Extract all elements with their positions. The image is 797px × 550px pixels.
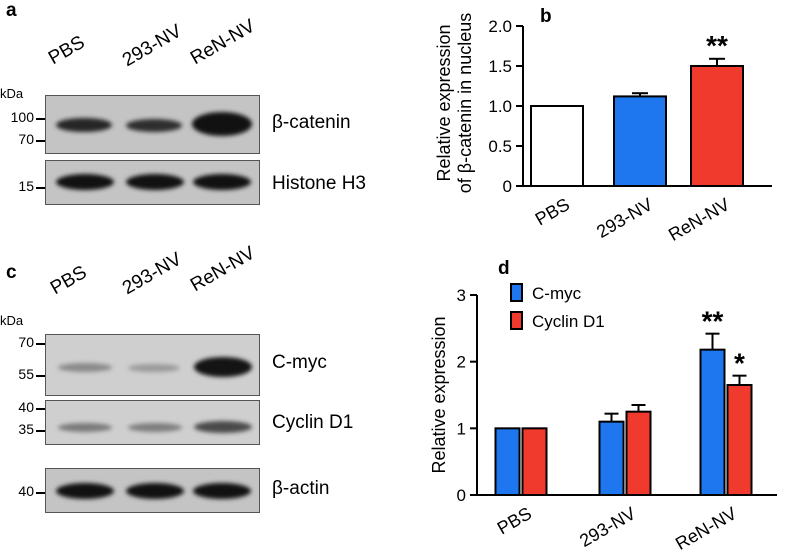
chart-d-bar bbox=[598, 420, 625, 497]
lane-label-rennv-c: ReN-NV bbox=[187, 242, 259, 297]
chart-b-ylabel-line: of β-catenin in nucleus bbox=[455, 13, 475, 193]
mw-tick bbox=[36, 187, 45, 189]
chart-d-legend-swatch bbox=[510, 311, 523, 330]
band bbox=[192, 112, 252, 136]
chart-d-legend-swatch bbox=[510, 283, 523, 302]
chart-b-bar bbox=[613, 95, 667, 187]
chart-d-y-tick-label: 1 bbox=[457, 419, 466, 438]
band bbox=[193, 483, 251, 499]
chart-b-y-tick-label: 1.5 bbox=[488, 57, 512, 76]
chart-b-bar bbox=[690, 65, 744, 187]
band bbox=[194, 421, 252, 433]
panel-c-letter: c bbox=[6, 262, 17, 283]
chart-d-x-tick-label: PBS bbox=[494, 503, 535, 538]
chart-d-legend-label: C-myc bbox=[532, 284, 582, 303]
band bbox=[58, 363, 112, 372]
chart-d-ylabel: Relative expression bbox=[429, 316, 449, 473]
blot-beta-catenin bbox=[45, 95, 260, 154]
chart-d-significance: ** bbox=[702, 306, 724, 337]
band bbox=[193, 174, 251, 190]
chart-b-y-tick-label: 0.5 bbox=[488, 137, 512, 156]
mw-tick bbox=[36, 343, 45, 345]
protein-label-cyclin-d1: Cyclin D1 bbox=[272, 412, 354, 433]
chart-b: Relative expressionof β-catenin in nucle… bbox=[434, 13, 772, 245]
mw-tick bbox=[36, 408, 45, 410]
chart-d-bars: *** bbox=[494, 306, 753, 497]
mw-marker-40: 40 bbox=[18, 483, 34, 499]
band bbox=[126, 174, 184, 190]
protein-label-beta-catenin: β-catenin bbox=[272, 112, 351, 133]
chart-d-y-tick-label: 2 bbox=[457, 353, 466, 372]
blot-cyclin-d1 bbox=[45, 400, 260, 445]
chart-b-bar bbox=[530, 105, 584, 187]
kda-label-a: kDa bbox=[0, 86, 24, 101]
chart-b-x-tick-label: PBS bbox=[532, 194, 573, 229]
band bbox=[126, 119, 182, 132]
chart-d-legend: C-myc Cyclin D1 bbox=[510, 283, 605, 331]
band bbox=[128, 423, 182, 432]
chart-b-ylabel-line: Relative expression bbox=[434, 24, 454, 181]
blot-beta-actin bbox=[45, 468, 260, 513]
panel-b-letter: b bbox=[540, 6, 552, 27]
mw-tick bbox=[36, 430, 45, 432]
chart-d-bar bbox=[699, 348, 726, 496]
lane-label-293nv-c: 293-NV bbox=[119, 248, 186, 300]
chart-b-y-tick-label: 0 bbox=[503, 177, 512, 196]
mw-marker-100: 100 bbox=[10, 109, 34, 125]
band bbox=[56, 483, 114, 499]
chart-d-bar bbox=[521, 427, 548, 496]
chart-b-x-tick-label: 293-NV bbox=[593, 194, 656, 242]
mw-tick bbox=[36, 140, 45, 142]
mw-marker-70: 70 bbox=[18, 131, 34, 147]
protein-label-beta-actin: β-actin bbox=[272, 478, 330, 499]
lane-label-pbs-a: PBS bbox=[45, 31, 89, 70]
blot-histone-h3 bbox=[45, 160, 260, 205]
blot-c-myc bbox=[45, 334, 260, 396]
chart-d-x-tick-label: ReN-NV bbox=[672, 503, 740, 550]
lane-label-pbs-c: PBS bbox=[47, 261, 91, 300]
mw-tick bbox=[36, 118, 45, 120]
mw-marker-35: 35 bbox=[18, 421, 34, 437]
protein-label-histone-h3: Histone H3 bbox=[272, 173, 366, 194]
chart-d-bar bbox=[625, 410, 652, 497]
mw-marker-55: 55 bbox=[18, 366, 34, 382]
chart-d-y-tick-label: 3 bbox=[457, 286, 466, 305]
chart-d-bar bbox=[494, 427, 521, 496]
chart-b-y-tick-label: 2.0 bbox=[488, 17, 512, 36]
band bbox=[128, 364, 180, 372]
panel-a-letter: a bbox=[6, 0, 17, 21]
kda-label-c: kDa bbox=[0, 313, 24, 328]
chart-b-significance: ** bbox=[706, 30, 728, 61]
chart-d-y-tick-label: 0 bbox=[457, 486, 466, 505]
chart-d-x-tick-label: 293-NV bbox=[576, 503, 639, 550]
mw-tick bbox=[36, 375, 45, 377]
chart-d-bar bbox=[726, 384, 753, 496]
mw-marker-15: 15 bbox=[18, 178, 34, 194]
protein-label-c-myc: C-myc bbox=[272, 352, 327, 373]
band bbox=[56, 118, 112, 132]
chart-b-ylabel: Relative expressionof β-catenin in nucle… bbox=[434, 13, 475, 193]
mw-marker-70: 70 bbox=[18, 334, 34, 350]
chart-b-y-tick-label: 1.0 bbox=[488, 97, 512, 116]
chart-b-bars: ** bbox=[530, 30, 744, 187]
band bbox=[194, 357, 252, 377]
band bbox=[56, 174, 114, 190]
chart-b-x-tick-label: ReN-NV bbox=[665, 194, 733, 245]
lane-label-rennv-a: ReN-NV bbox=[187, 15, 259, 70]
band bbox=[126, 483, 184, 499]
chart-d: Relative expression 0 1 2 3 PBS 293-NV ReN-NV *… bbox=[429, 283, 777, 550]
chart-d-legend-label: Cyclin D1 bbox=[532, 312, 605, 331]
mw-marker-40: 40 bbox=[18, 399, 34, 415]
band bbox=[58, 423, 112, 432]
chart-d-significance: * bbox=[734, 348, 745, 379]
mw-tick bbox=[36, 492, 45, 494]
lane-label-293nv-a: 293-NV bbox=[119, 20, 186, 72]
panel-d-letter: d bbox=[498, 258, 510, 279]
